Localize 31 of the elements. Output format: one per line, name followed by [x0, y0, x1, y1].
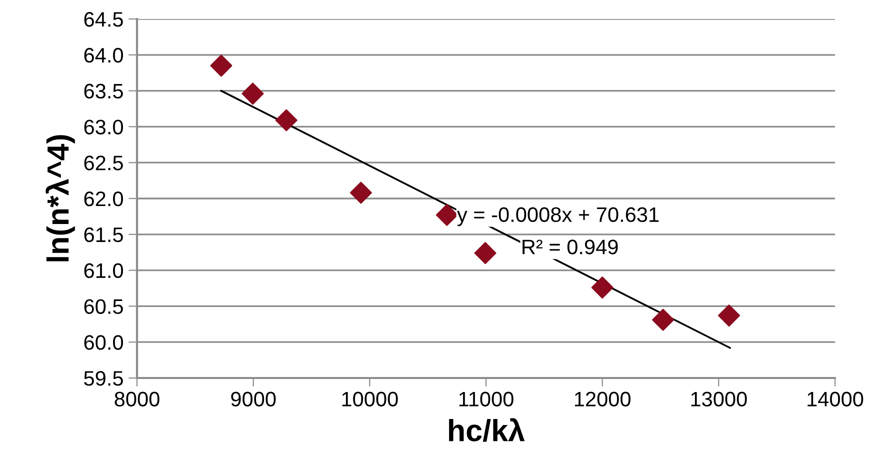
y-tick-label: 62.5 [84, 156, 123, 170]
point [210, 54, 232, 77]
y-tick-label: 63.5 [84, 84, 123, 99]
annotation: y = -0.0008x + 70.631 [456, 207, 659, 226]
x-tick-label: 9000 [231, 392, 276, 406]
point [275, 109, 298, 132]
y-tick-label: 62.0 [84, 192, 123, 206]
x-axis-title: hc/kλ [449, 418, 525, 442]
y-tick-label: 63.0 [84, 120, 123, 134]
point [652, 308, 674, 331]
x-tick-label: 10000 [342, 392, 398, 406]
x-tick-label: 8000 [114, 392, 160, 406]
point [718, 304, 740, 327]
y-tick-label: 59.5 [84, 371, 123, 386]
point [474, 242, 496, 264]
y-tick-label: 61.5 [84, 227, 123, 242]
y-tick-label: 61.0 [84, 263, 123, 278]
y-axis-title: ln(n*λ^4) [46, 135, 75, 262]
annotation: R² = 0.949 [522, 240, 618, 254]
y-tick-label: 60.5 [84, 299, 123, 314]
x-tick-label: 11000 [459, 392, 514, 406]
point [591, 276, 614, 299]
y-tick-label: 64.0 [84, 48, 123, 63]
point [436, 204, 458, 226]
point [350, 182, 372, 204]
x-tick-label: 12000 [574, 392, 630, 406]
x-tick-label: 14000 [808, 392, 864, 406]
y-tick-label: 64.5 [84, 12, 123, 27]
point [242, 82, 264, 105]
y-tick-label: 60.0 [84, 335, 123, 350]
x-tick-label: 13000 [691, 392, 747, 406]
